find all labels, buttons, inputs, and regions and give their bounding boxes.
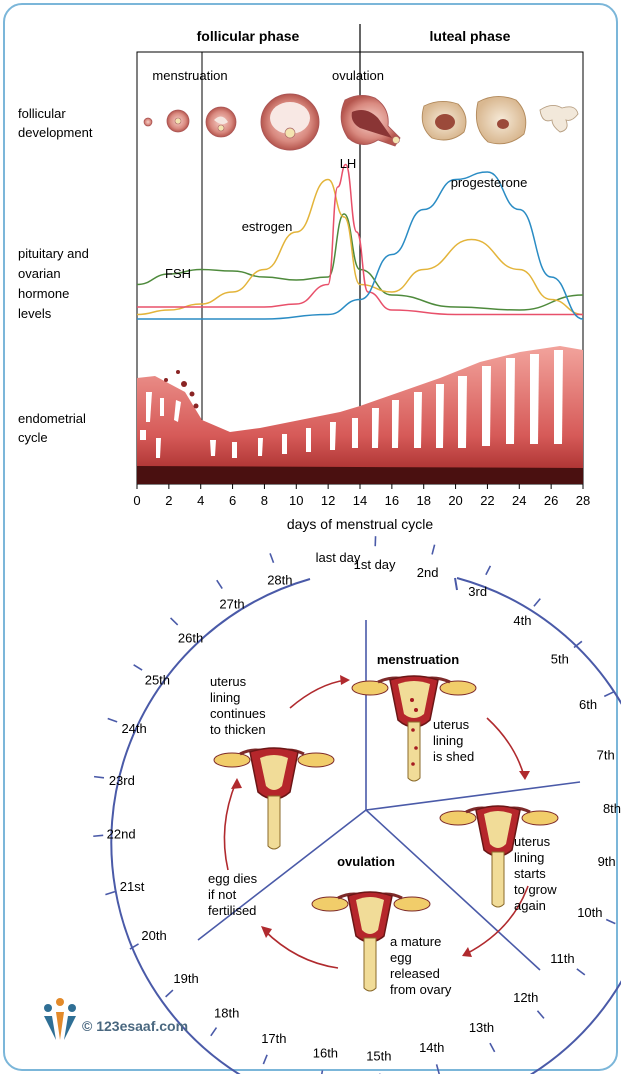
day-label: 3rd [468, 584, 487, 599]
x-tick-label: 4 [197, 493, 204, 508]
day-label: 18th [214, 1006, 239, 1021]
day-label: 13th [469, 1020, 494, 1035]
day-label: 19th [173, 971, 198, 986]
x-tick-label: 28 [576, 493, 590, 508]
day-label: 22nd [107, 827, 136, 842]
day-label: 7th [597, 748, 615, 763]
x-tick-label: 18 [416, 493, 430, 508]
released-egg [393, 137, 400, 144]
x-tick-label: 6 [229, 493, 236, 508]
day-label: 25th [145, 673, 170, 688]
day-label: 23rd [109, 773, 135, 788]
x-tick-label: 2 [165, 493, 172, 508]
fsh-label: FSH [165, 266, 191, 281]
day-label: 28th [267, 573, 292, 588]
ovulation-label: ovulation [332, 68, 384, 83]
day-label: 4th [513, 613, 531, 628]
menstruation-title: menstruation [377, 652, 459, 667]
cervix [364, 938, 376, 991]
day-label: 26th [178, 631, 203, 646]
x-tick-label: 10 [289, 493, 303, 508]
day-label: 20th [141, 928, 166, 943]
follicular-phase-label: follicular phase [197, 28, 300, 44]
x-tick-label: 16 [385, 493, 399, 508]
day-label: 12th [513, 990, 538, 1005]
x-tick-label: 14 [353, 493, 367, 508]
day-label: 27th [219, 597, 244, 612]
ovary-left [440, 811, 476, 825]
day-label: 14th [419, 1040, 444, 1055]
ovary-right [440, 681, 476, 695]
oocyte [218, 125, 224, 131]
menstruation-label: menstruation [152, 68, 227, 83]
x-tick-label: 12 [321, 493, 335, 508]
day-label: 15th [366, 1049, 391, 1064]
oocyte [175, 118, 181, 124]
endometrium-base [137, 466, 583, 484]
day-label: 24th [121, 721, 146, 736]
day-label: 16th [313, 1046, 338, 1061]
ovary-left [312, 897, 348, 911]
lh-label: LH [340, 156, 357, 171]
follicle-primordial [144, 118, 152, 126]
oocyte [285, 128, 295, 138]
cervix [492, 852, 504, 907]
x-tick-label: 22 [480, 493, 494, 508]
estrogen-label: estrogen [242, 219, 293, 234]
ovary-right [522, 811, 558, 825]
ovulation-text: a mature egg released from ovary [390, 934, 452, 997]
ovulation-title: ovulation [337, 854, 395, 869]
x-axis-title: days of menstrual cycle [287, 516, 433, 532]
day-label: 6th [579, 697, 597, 712]
x-tick-label: 0 [133, 493, 140, 508]
ovary-right [394, 897, 430, 911]
luteal-phase-label: luteal phase [430, 28, 511, 44]
ovary-left [352, 681, 388, 695]
day-label: 5th [551, 652, 569, 667]
day-label: 9th [598, 854, 616, 869]
progesterone-label: progesterone [451, 175, 528, 190]
x-tick-label: 8 [261, 493, 268, 508]
day-tick [93, 835, 103, 836]
last-day-label: last day [316, 550, 361, 565]
x-tick-label: 26 [544, 493, 558, 508]
day-label: 2nd [417, 565, 439, 580]
day-label: 8th [603, 801, 621, 816]
day-label: 17th [261, 1031, 286, 1046]
ovary-left [214, 753, 250, 767]
corpus-luteum-core [497, 119, 509, 129]
x-tick-label: 24 [512, 493, 526, 508]
x-tick-label: 20 [448, 493, 462, 508]
day-label: 10th [577, 905, 602, 920]
watermark-text: © 123esaaf.com [82, 1018, 188, 1034]
day-label: 11th [550, 951, 574, 966]
cervix [268, 796, 280, 849]
corpus-luteum-core [435, 114, 455, 130]
day-label: 21st [120, 879, 145, 894]
